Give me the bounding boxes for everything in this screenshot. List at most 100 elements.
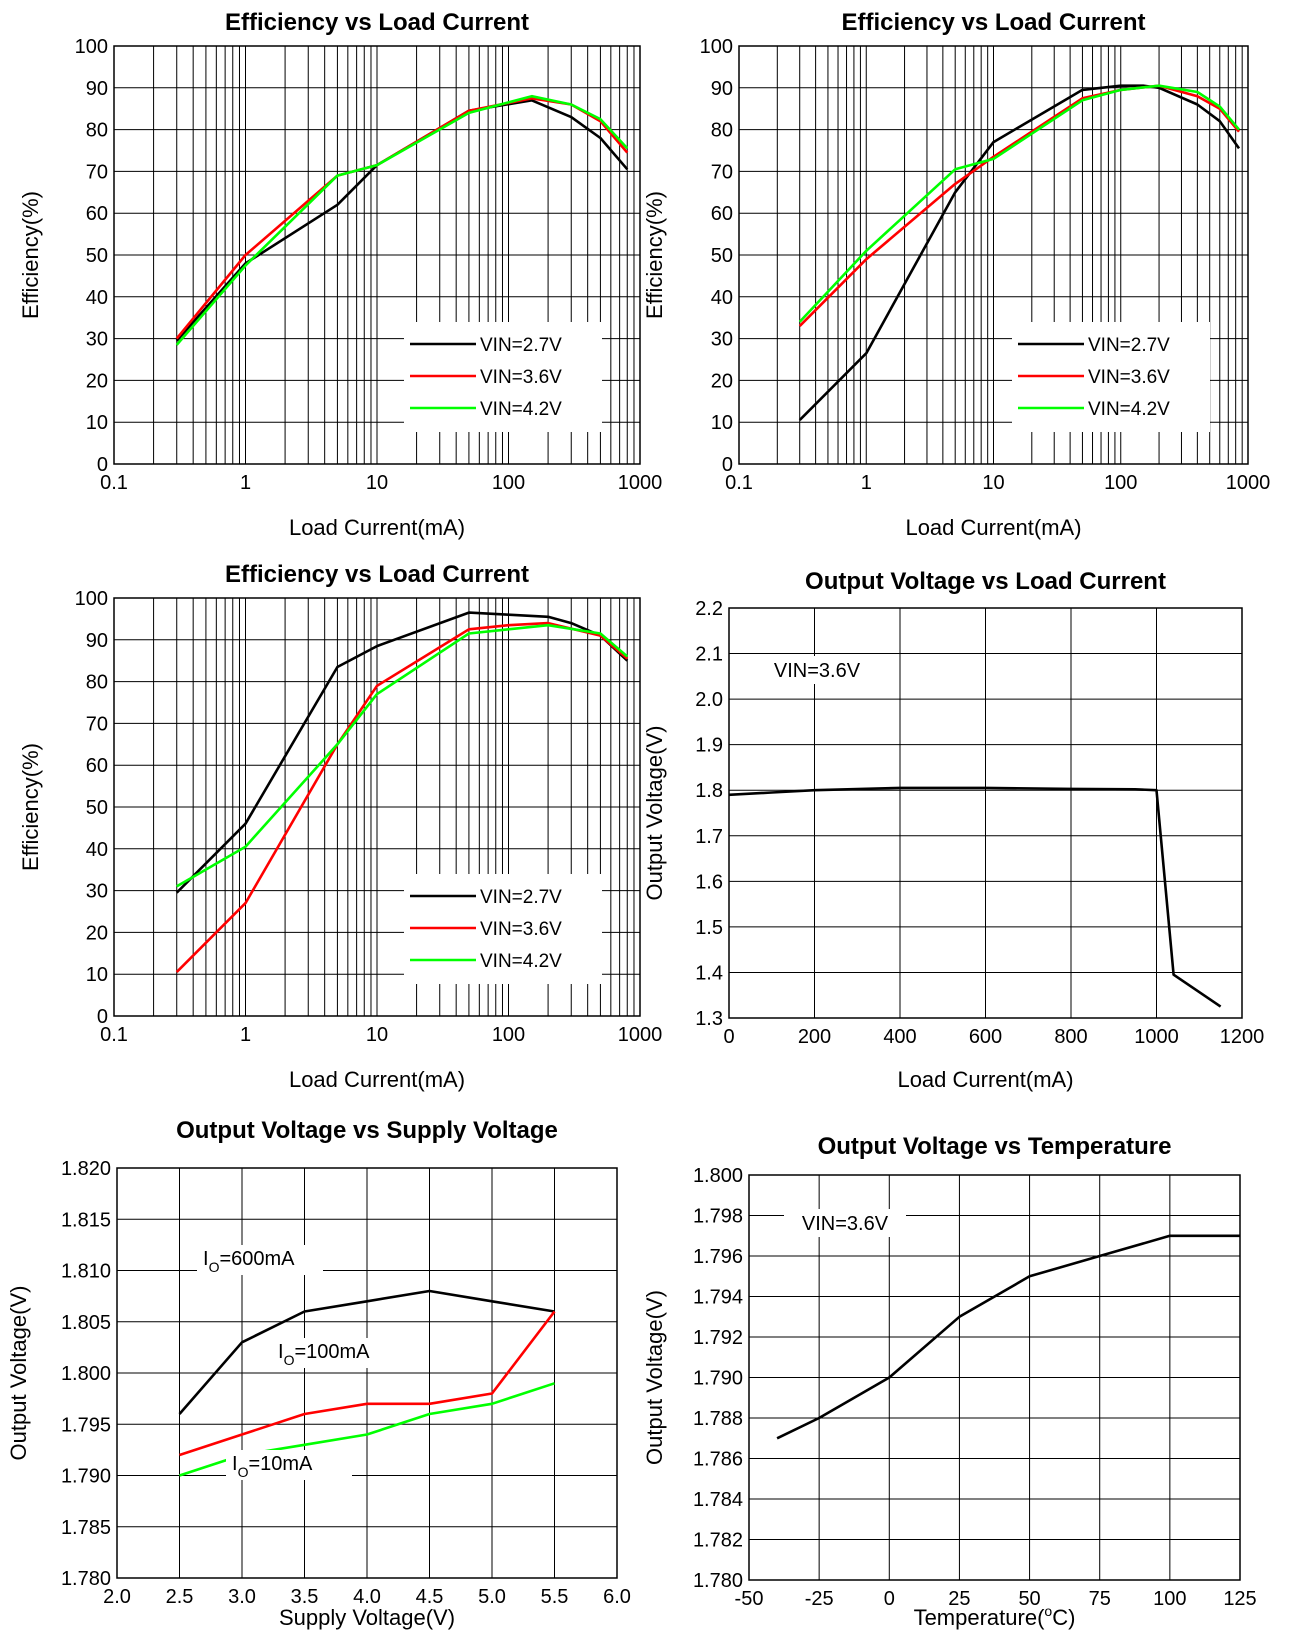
y-tick-label: 1.780 [693, 1570, 743, 1592]
y-tick-label: 70 [86, 713, 108, 735]
x-tick-label: -25 [805, 1588, 834, 1610]
x-tick-label: 1000 [618, 472, 663, 494]
legend-entry: VIN=4.2V [480, 399, 562, 420]
plot-frame [116, 1167, 618, 1579]
y-tick-label: 1.810 [61, 1261, 111, 1283]
x-axis-label: Load Current(mA) [289, 1067, 465, 1092]
annotation-box [756, 656, 878, 684]
y-tick-label: 0 [722, 454, 733, 476]
x-tick-label: 3.5 [291, 1586, 319, 1608]
y-tick-label: 10 [86, 964, 108, 986]
y-tick-label: 1.5 [695, 917, 723, 939]
series-line-3 [798, 84, 1240, 323]
series-line-3 [175, 94, 629, 346]
x-tick-label: 0.1 [725, 472, 753, 494]
y-tick-label: 20 [86, 922, 108, 944]
x-tick-label: 100 [1104, 472, 1137, 494]
x-tick-label: 1 [861, 472, 872, 494]
x-tick-label: 0 [723, 1026, 734, 1048]
x-tick-label: 200 [798, 1026, 831, 1048]
legend: VIN=2.7V VIN=3.6V VIN=4.2V [404, 322, 602, 432]
x-axis-label: Temperature(oC) [914, 1603, 1076, 1630]
y-tick-label: 1.8 [695, 780, 723, 802]
annotation-box [784, 1209, 906, 1237]
chart-6: -50 -25 0 25 50 75 100 125 1.780 1.782 1.784 1.786 1… [642, 1133, 1257, 1630]
y-tick-label: 1.820 [61, 1158, 111, 1180]
y-tick-label: 70 [711, 161, 733, 183]
y-tick-label: 20 [711, 370, 733, 392]
annotation-text: VIN=3.6V [774, 660, 861, 682]
chart-title: Output Voltage vs Temperature [818, 1133, 1172, 1160]
x-tick-label: 10 [366, 472, 388, 494]
y-tick-label: 20 [86, 370, 108, 392]
plot-frame [113, 597, 641, 1017]
y-tick-label: 0 [97, 1006, 108, 1028]
chart-title: Output Voltage vs Load Current [805, 568, 1166, 595]
x-axis-label: Load Current(mA) [905, 515, 1081, 540]
x-tick-label: 4.5 [416, 1586, 444, 1608]
x-tick-label: 3.0 [228, 1586, 256, 1608]
y-tick-label: 1.785 [61, 1517, 111, 1539]
legend: VIN=2.7V VIN=3.6V VIN=4.2V [1012, 322, 1210, 432]
y-tick-label: 80 [711, 120, 733, 142]
x-tick-label: 10 [982, 472, 1004, 494]
x-axis-label: Supply Voltage(V) [279, 1605, 455, 1630]
x-tick-label: 75 [1089, 1588, 1111, 1610]
series-line-1 [175, 611, 629, 894]
x-tick-label: 0.1 [100, 472, 128, 494]
x-tick-label: 10 [366, 1024, 388, 1046]
x-tick-label: 1000 [618, 1024, 663, 1046]
x-axis-label: Load Current(mA) [289, 515, 465, 540]
y-axis-label: Efficiency(%) [18, 743, 43, 871]
y-tick-label: 30 [86, 329, 108, 351]
legend-entry: VIN=2.7V [480, 887, 562, 908]
x-tick-label: 125 [1223, 1588, 1256, 1610]
x-tick-label: 1000 [1134, 1026, 1179, 1048]
chart-title: Efficiency vs Load Current [841, 9, 1145, 36]
y-tick-label: 100 [75, 588, 108, 610]
y-tick-label: 1.780 [61, 1568, 111, 1590]
y-tick-label: 70 [86, 161, 108, 183]
y-tick-label: 1.784 [693, 1489, 743, 1511]
y-tick-label: 60 [86, 755, 108, 777]
y-tick-label: 2.1 [695, 644, 723, 666]
x-tick-label: 1000 [1226, 472, 1271, 494]
x-tick-label: 5.5 [541, 1586, 569, 1608]
x-tick-label: 0 [884, 1588, 895, 1610]
legend-entry: VIN=4.2V [1088, 399, 1170, 420]
y-tick-label: 1.3 [695, 1008, 723, 1030]
y-tick-label: 50 [86, 797, 108, 819]
y-tick-label: 1.800 [61, 1363, 111, 1385]
y-tick-label: 40 [711, 287, 733, 309]
legend-entry: VIN=3.6V [1088, 367, 1170, 388]
x-tick-label: 1 [240, 1024, 251, 1046]
y-tick-label: 30 [86, 881, 108, 903]
series-label: IO=100mA [278, 1341, 370, 1368]
y-tick-label: 1.788 [693, 1408, 743, 1430]
x-tick-label: 2.5 [166, 1586, 194, 1608]
x-tick-label: 6.0 [603, 1586, 631, 1608]
chart-4: 0 200 400 600 800 1000 1200 1.3 1.4 1.5 1.6 1.7 1.8 1… [642, 568, 1264, 1092]
y-axis-label: Output Voltage(V) [642, 1290, 667, 1465]
y-tick-label: 80 [86, 120, 108, 142]
x-tick-label: 400 [883, 1026, 916, 1048]
annotation-text: VIN=3.6V [802, 1213, 889, 1235]
x-tick-label: 100 [492, 472, 525, 494]
x-tick-label: 50 [1018, 1588, 1040, 1610]
y-tick-label: 1.798 [693, 1206, 743, 1228]
x-axis-label: Load Current(mA) [897, 1067, 1073, 1092]
x-tick-label: 1200 [1220, 1026, 1265, 1048]
legend-entry: VIN=2.7V [480, 335, 562, 356]
chart-title: Efficiency vs Load Current [225, 9, 529, 36]
legend-entry: VIN=4.2V [480, 951, 562, 972]
y-tick-label: 100 [700, 36, 733, 58]
plot-frame [738, 45, 1249, 465]
series-line-1 [776, 1234, 1240, 1440]
legend-entry: VIN=3.6V [480, 367, 562, 388]
chart-title: Output Voltage vs Supply Voltage [176, 1117, 558, 1144]
y-tick-label: 1.782 [693, 1530, 743, 1552]
y-tick-label: 10 [86, 412, 108, 434]
chart-5: 2.0 2.5 3.0 3.5 4.0 4.5 5.0 5.5 6.0 1.780 1.785 1.7… [6, 1117, 631, 1630]
y-tick-label: 100 [75, 36, 108, 58]
y-axis-label: Output Voltage(V) [6, 1286, 31, 1461]
